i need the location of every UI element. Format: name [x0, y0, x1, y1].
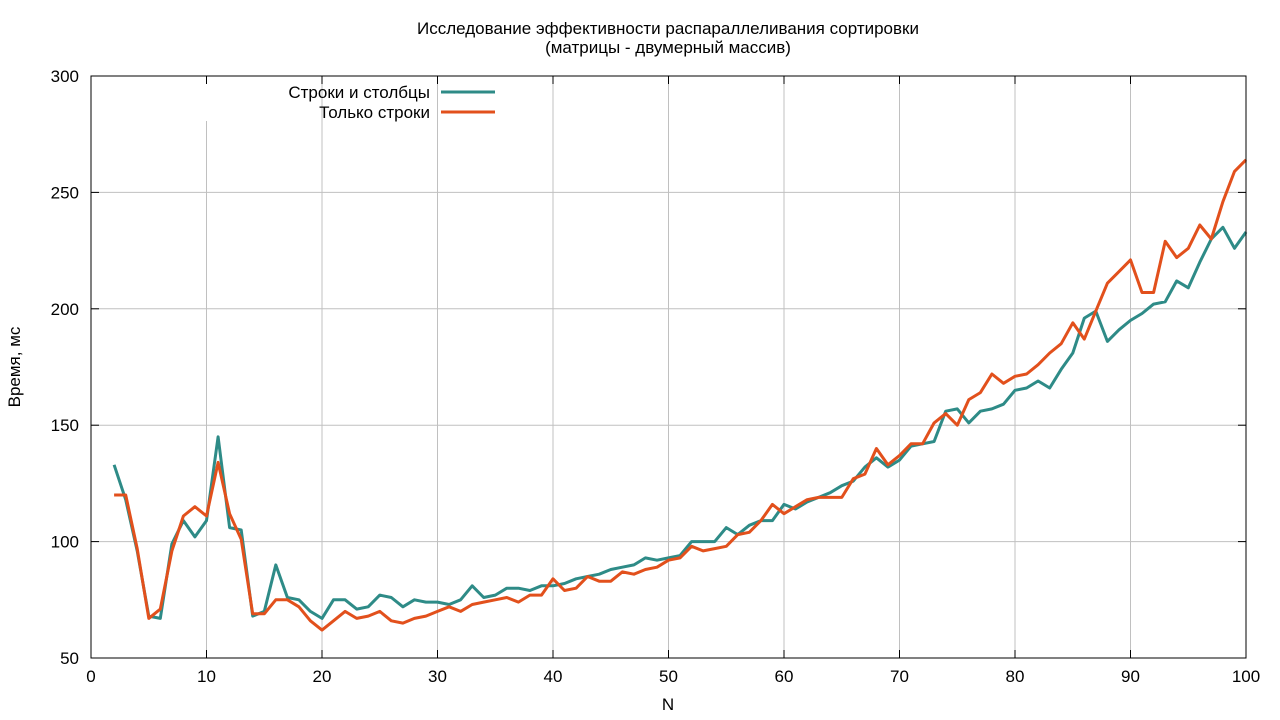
- x-tick-label: 20: [313, 667, 332, 686]
- x-tick-label: 60: [775, 667, 794, 686]
- x-tick-label: 10: [197, 667, 216, 686]
- x-tick-label: 70: [890, 667, 909, 686]
- x-tick-label: 80: [1006, 667, 1025, 686]
- series-line-1: [112, 225, 1248, 620]
- y-tick-label: 50: [60, 649, 79, 668]
- chart-subtitle: (матрицы - двумерный массив): [545, 38, 791, 57]
- x-tick-label: 50: [659, 667, 678, 686]
- x-tick-label: 30: [428, 667, 447, 686]
- x-tick-label: 0: [86, 667, 95, 686]
- y-tick-label: 250: [51, 183, 79, 202]
- chart-title: Исследование эффективности распараллелив…: [417, 19, 919, 38]
- legend-label-1: Строки и столбцы: [288, 83, 430, 102]
- x-axis-label: N: [662, 695, 674, 714]
- y-axis-label: Время, мс: [5, 326, 24, 407]
- y-axis-ticks: 50 100 150 200 250 300: [51, 67, 1246, 668]
- plot-frame: [90, 75, 1247, 659]
- x-tick-label: 100: [1232, 667, 1260, 686]
- x-axis-ticks: 0 10 20 30 40 50 60 70 80 90 100: [86, 76, 1260, 686]
- x-tick-label: 40: [544, 667, 563, 686]
- y-tick-label: 100: [51, 533, 79, 552]
- grid-lines: [91, 76, 1246, 658]
- legend-label-2: Только строки: [319, 103, 430, 122]
- y-tick-label: 150: [51, 416, 79, 435]
- x-tick-label: 90: [1121, 667, 1140, 686]
- y-tick-label: 200: [51, 300, 79, 319]
- series-lines: [112, 158, 1248, 632]
- series-line-2: [114, 158, 1248, 632]
- y-tick-label: 300: [51, 67, 79, 86]
